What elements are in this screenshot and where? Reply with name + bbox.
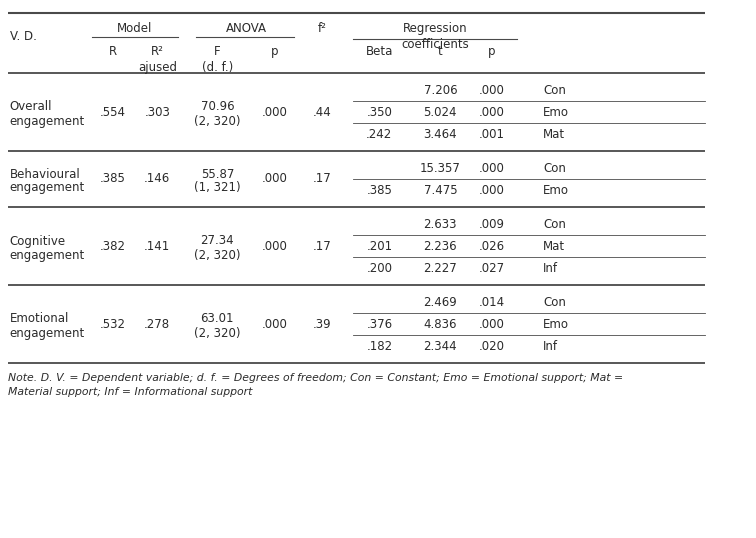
Text: .303: .303 <box>144 105 170 118</box>
Text: .000: .000 <box>262 239 287 252</box>
Text: Inf: Inf <box>544 261 558 274</box>
Text: Emo: Emo <box>544 105 569 118</box>
Text: (2, 320): (2, 320) <box>194 115 240 128</box>
Text: .532: .532 <box>100 317 125 330</box>
Text: .146: .146 <box>144 173 170 186</box>
Text: Con: Con <box>544 161 566 174</box>
Text: .200: .200 <box>367 261 392 274</box>
Text: .39: .39 <box>313 317 331 330</box>
Text: Cognitive: Cognitive <box>10 235 66 247</box>
Text: (2, 320): (2, 320) <box>194 249 240 261</box>
Text: engagement: engagement <box>10 249 85 261</box>
Text: f²: f² <box>318 22 327 34</box>
Text: Emotional: Emotional <box>10 313 69 325</box>
Text: R: R <box>108 45 116 58</box>
Text: 2.227: 2.227 <box>423 261 457 274</box>
Text: Mat: Mat <box>544 239 565 252</box>
Text: .278: .278 <box>144 317 170 330</box>
Text: .009: .009 <box>479 217 505 230</box>
Text: Overall: Overall <box>10 101 52 114</box>
Text: .000: .000 <box>262 317 287 330</box>
Text: .000: .000 <box>479 161 505 174</box>
Text: 27.34: 27.34 <box>200 235 234 247</box>
Text: .17: .17 <box>313 239 332 252</box>
Text: 7.475: 7.475 <box>423 183 457 196</box>
Text: V. D.: V. D. <box>10 30 36 43</box>
Text: (1, 321): (1, 321) <box>194 181 240 195</box>
Text: Con: Con <box>544 83 566 96</box>
Text: .44: .44 <box>313 105 332 118</box>
Text: 5.024: 5.024 <box>423 105 457 118</box>
Text: .000: .000 <box>262 105 287 118</box>
Text: .242: .242 <box>366 128 392 140</box>
Text: .020: .020 <box>479 339 505 352</box>
Text: 2.633: 2.633 <box>423 217 457 230</box>
Text: ANOVA: ANOVA <box>225 22 266 35</box>
Text: 3.464: 3.464 <box>423 128 457 140</box>
Text: 2.236: 2.236 <box>423 239 457 252</box>
Text: Regression
coefficients: Regression coefficients <box>401 22 469 52</box>
Text: t: t <box>438 45 443 58</box>
Text: .554: .554 <box>100 105 125 118</box>
Text: 55.87: 55.87 <box>200 167 234 181</box>
Text: .17: .17 <box>313 173 332 186</box>
Text: 15.357: 15.357 <box>420 161 461 174</box>
Text: 2.344: 2.344 <box>423 339 457 352</box>
Text: Note. D. V. = Dependent variable; d. f. = Degrees of freedom; Con = Constant; Em: Note. D. V. = Dependent variable; d. f. … <box>8 373 623 397</box>
Text: p: p <box>271 45 278 58</box>
Text: .382: .382 <box>100 239 125 252</box>
Text: .001: .001 <box>479 128 505 140</box>
Text: Emo: Emo <box>544 317 569 330</box>
Text: .376: .376 <box>367 317 392 330</box>
Text: Beta: Beta <box>366 45 393 58</box>
Text: Emo: Emo <box>544 183 569 196</box>
Text: (2, 320): (2, 320) <box>194 327 240 339</box>
Text: .385: .385 <box>367 183 392 196</box>
Text: Con: Con <box>544 295 566 308</box>
Text: 2.469: 2.469 <box>423 295 457 308</box>
Text: p: p <box>488 45 496 58</box>
Text: .000: .000 <box>479 317 505 330</box>
Text: Inf: Inf <box>544 339 558 352</box>
Text: Con: Con <box>544 217 566 230</box>
Text: 63.01: 63.01 <box>200 313 234 325</box>
Text: 7.206: 7.206 <box>423 83 457 96</box>
Text: .000: .000 <box>479 105 505 118</box>
Text: R²
ajused: R² ajused <box>138 45 177 74</box>
Text: .350: .350 <box>367 105 392 118</box>
Text: .000: .000 <box>479 83 505 96</box>
Text: .000: .000 <box>479 183 505 196</box>
Text: .027: .027 <box>479 261 505 274</box>
Text: .000: .000 <box>262 173 287 186</box>
Text: engagement: engagement <box>10 181 85 195</box>
Text: .141: .141 <box>144 239 170 252</box>
Text: Behavioural: Behavioural <box>10 167 80 181</box>
Text: engagement: engagement <box>10 327 85 339</box>
Text: .201: .201 <box>367 239 392 252</box>
Text: Model: Model <box>117 22 153 35</box>
Text: Mat: Mat <box>544 128 565 140</box>
Text: 4.836: 4.836 <box>423 317 457 330</box>
Text: F
(d. f.): F (d. f.) <box>202 45 233 74</box>
Text: .026: .026 <box>479 239 505 252</box>
Text: 70.96: 70.96 <box>200 101 234 114</box>
Text: engagement: engagement <box>10 115 85 128</box>
Text: .014: .014 <box>479 295 505 308</box>
Text: .182: .182 <box>367 339 392 352</box>
Text: .385: .385 <box>100 173 125 186</box>
